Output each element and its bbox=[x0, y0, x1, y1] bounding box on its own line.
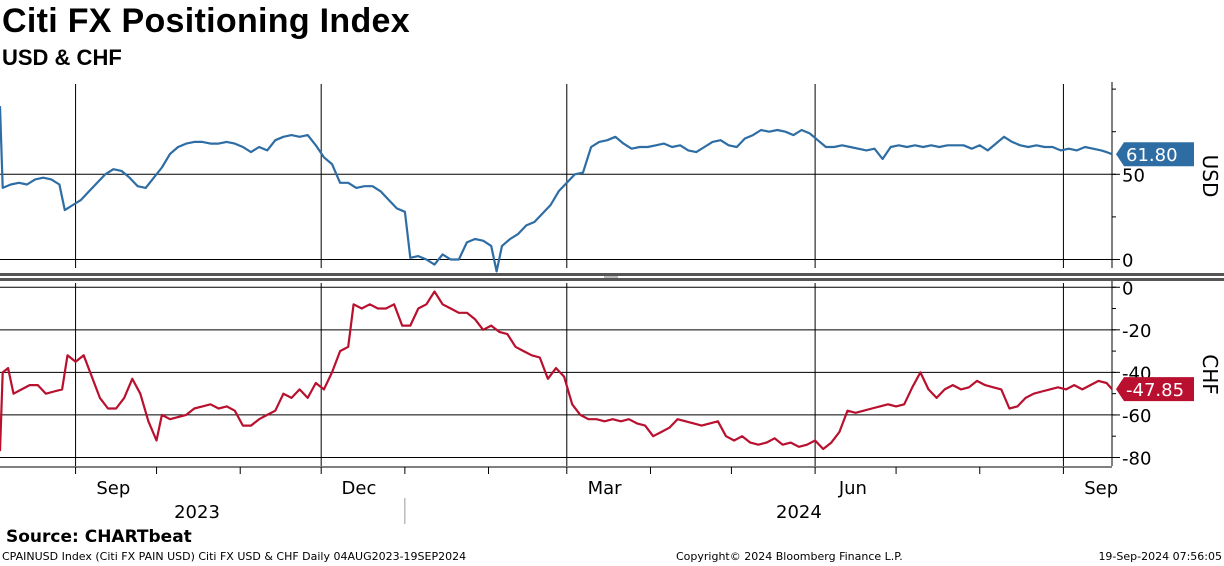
chf-gridlines bbox=[0, 283, 1112, 466]
chf-ytick-label: 0 bbox=[1122, 278, 1133, 299]
chart-title: Citi FX Positioning Index bbox=[2, 2, 410, 40]
usd-gridlines bbox=[0, 84, 1112, 268]
usd-y-axis: 0 50 bbox=[1111, 82, 1145, 271]
chf-panel: 0-20-40-60-80 -47.85 CHF bbox=[0, 278, 1222, 469]
footer-copyright: Copyright© 2024 Bloomberg Finance L.P. bbox=[676, 550, 903, 563]
x-axis-month-label: Jun bbox=[838, 478, 867, 499]
usd-plot-area bbox=[0, 80, 1112, 270]
x-axis-month-label: Sep bbox=[1084, 478, 1118, 499]
usd-ytick-label: 0 bbox=[1122, 250, 1133, 271]
x-axis-month-label: Mar bbox=[588, 478, 623, 499]
footer-timestamp: 19-Sep-2024 07:56:05 bbox=[1098, 550, 1222, 563]
chf-ytick-label: -60 bbox=[1122, 406, 1151, 427]
chart-subtitle: USD & CHF bbox=[2, 45, 122, 70]
chf-axis-title: CHF bbox=[1198, 354, 1222, 395]
x-axis-year-label: 2024 bbox=[776, 502, 822, 523]
usd-panel: 0 50 61.80 USD bbox=[0, 80, 1222, 273]
x-axis-year-label: 2023 bbox=[174, 502, 220, 523]
x-axis: Sep Dec Mar Jun Sep 2023 2024 bbox=[0, 466, 1118, 524]
chf-last-value-badge: -47.85 bbox=[1116, 377, 1194, 402]
footer-ticker-description: CPAINUSD Index (Citi FX PAIN USD) Citi F… bbox=[2, 550, 467, 563]
chf-ytick-label: -80 bbox=[1122, 448, 1151, 469]
usd-badge-shape bbox=[1116, 142, 1194, 167]
chf-series-line bbox=[0, 290, 1113, 452]
x-axis-month-label: Dec bbox=[342, 478, 377, 499]
chf-ytick-label: -20 bbox=[1122, 321, 1151, 342]
chf-badge-shape bbox=[1116, 377, 1194, 402]
chf-y-axis: 0-20-40-60-80 bbox=[1111, 278, 1151, 469]
usd-last-value: 61.80 bbox=[1126, 145, 1178, 166]
usd-last-value-badge: 61.80 bbox=[1116, 142, 1194, 167]
x-axis-month-label: Sep bbox=[96, 478, 130, 499]
usd-series-line bbox=[0, 106, 1113, 273]
chf-last-value: -47.85 bbox=[1126, 380, 1184, 401]
usd-ytick-label: 50 bbox=[1122, 165, 1145, 186]
usd-axis-title: USD bbox=[1198, 155, 1222, 198]
source-note: Source: CHARTbeat bbox=[6, 527, 192, 547]
